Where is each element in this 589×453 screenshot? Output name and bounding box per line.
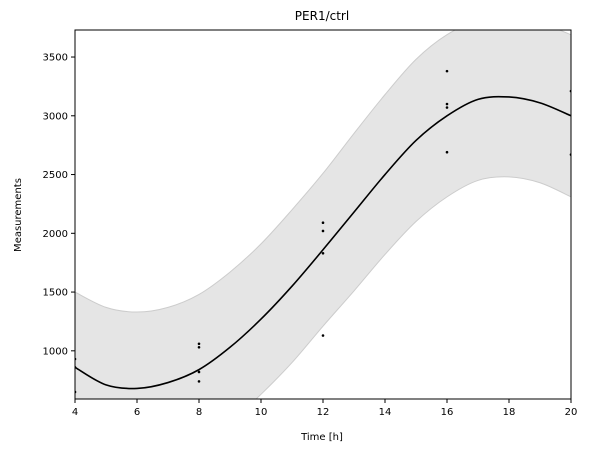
data-point — [321, 229, 325, 233]
data-point — [321, 251, 325, 255]
data-point — [445, 150, 449, 154]
y-tick-label: 1000 — [43, 346, 68, 357]
data-point — [197, 380, 201, 383]
fit-curve — [75, 95, 571, 390]
data-point — [445, 102, 449, 106]
y-axis-ticks: 1000 1500 2000 2500 3000 3500 — [43, 53, 75, 357]
x-tick-label: 18 — [503, 407, 516, 418]
x-tick-label: 6 — [134, 407, 140, 418]
data-point — [321, 221, 325, 225]
data-point — [445, 69, 449, 73]
data-point — [445, 106, 449, 109]
x-axis-ticks: 4 6 8 10 12 14 16 18 20 — [72, 399, 578, 418]
plot-area — [75, 30, 571, 399]
x-tick-label: 10 — [255, 407, 268, 418]
y-tick-label: 1500 — [43, 288, 68, 299]
x-tick-label: 8 — [196, 407, 202, 418]
y-tick-label: 3000 — [43, 111, 68, 122]
confidence-band — [75, 30, 571, 399]
y-tick-label: 3500 — [43, 53, 68, 64]
x-axis-label: Time [h] — [300, 432, 343, 443]
data-point — [197, 345, 201, 349]
chart-title: PER1/ctrl — [295, 9, 349, 23]
data-point — [197, 342, 201, 346]
x-tick-label: 4 — [72, 407, 78, 418]
y-tick-label: 2000 — [43, 229, 68, 240]
x-tick-label: 16 — [441, 407, 454, 418]
x-tick-label: 12 — [317, 407, 330, 418]
x-tick-label: 20 — [565, 407, 578, 418]
x-tick-label: 14 — [379, 407, 392, 418]
data-point — [321, 334, 325, 337]
y-tick-label: 2500 — [43, 170, 68, 181]
y-axis-label: Measurements — [13, 178, 24, 252]
data-point — [197, 370, 201, 374]
